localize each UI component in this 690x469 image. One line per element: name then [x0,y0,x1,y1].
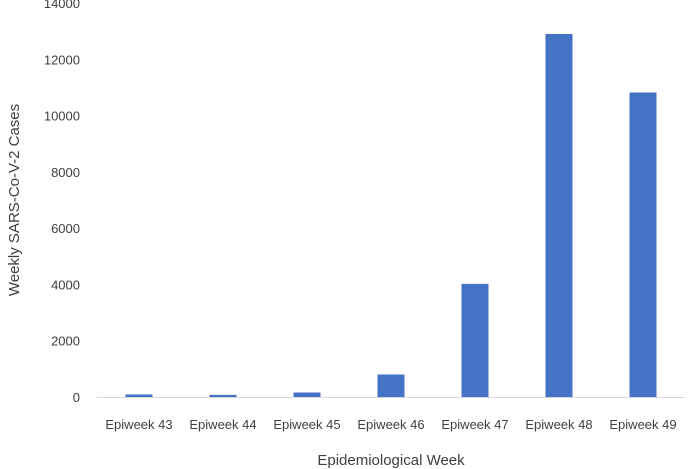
y-axis-ticks: 0 2000 4000 6000 8000 10000 12000 14000 [44,0,80,405]
bar [545,33,573,397]
y-tick-label: 10000 [44,109,80,124]
x-tick-label: Epiweek 49 [609,417,676,432]
x-tick-label: Epiweek 44 [189,417,256,432]
bar [125,394,153,397]
bar [461,283,489,397]
y-tick-label: 4000 [51,277,80,292]
x-tick-label: Epiweek 48 [525,417,592,432]
x-axis-ticks: Epiweek 43 Epiweek 44 Epiweek 45 Epiweek 46… [105,417,676,432]
y-tick-label: 0 [73,390,80,405]
x-tick-label: Epiweek 45 [273,417,340,432]
bar [629,92,657,397]
x-tick-label: Epiweek 46 [357,417,424,432]
y-tick-label: 8000 [51,165,80,180]
x-tick-label: Epiweek 47 [441,417,508,432]
y-tick-label: 6000 [51,221,80,236]
bar [293,392,321,397]
y-tick-label: 2000 [51,334,80,349]
y-axis-title: Weekly SARS-Co-V-2 Cases [6,104,23,296]
y-tick-label: 12000 [44,52,80,67]
bars [125,33,657,397]
x-tick-label: Epiweek 43 [105,417,172,432]
x-axis-title: Epidemiological Week [317,452,465,469]
bar [377,374,405,397]
bar [209,394,237,397]
y-tick-label: 14000 [44,0,80,11]
